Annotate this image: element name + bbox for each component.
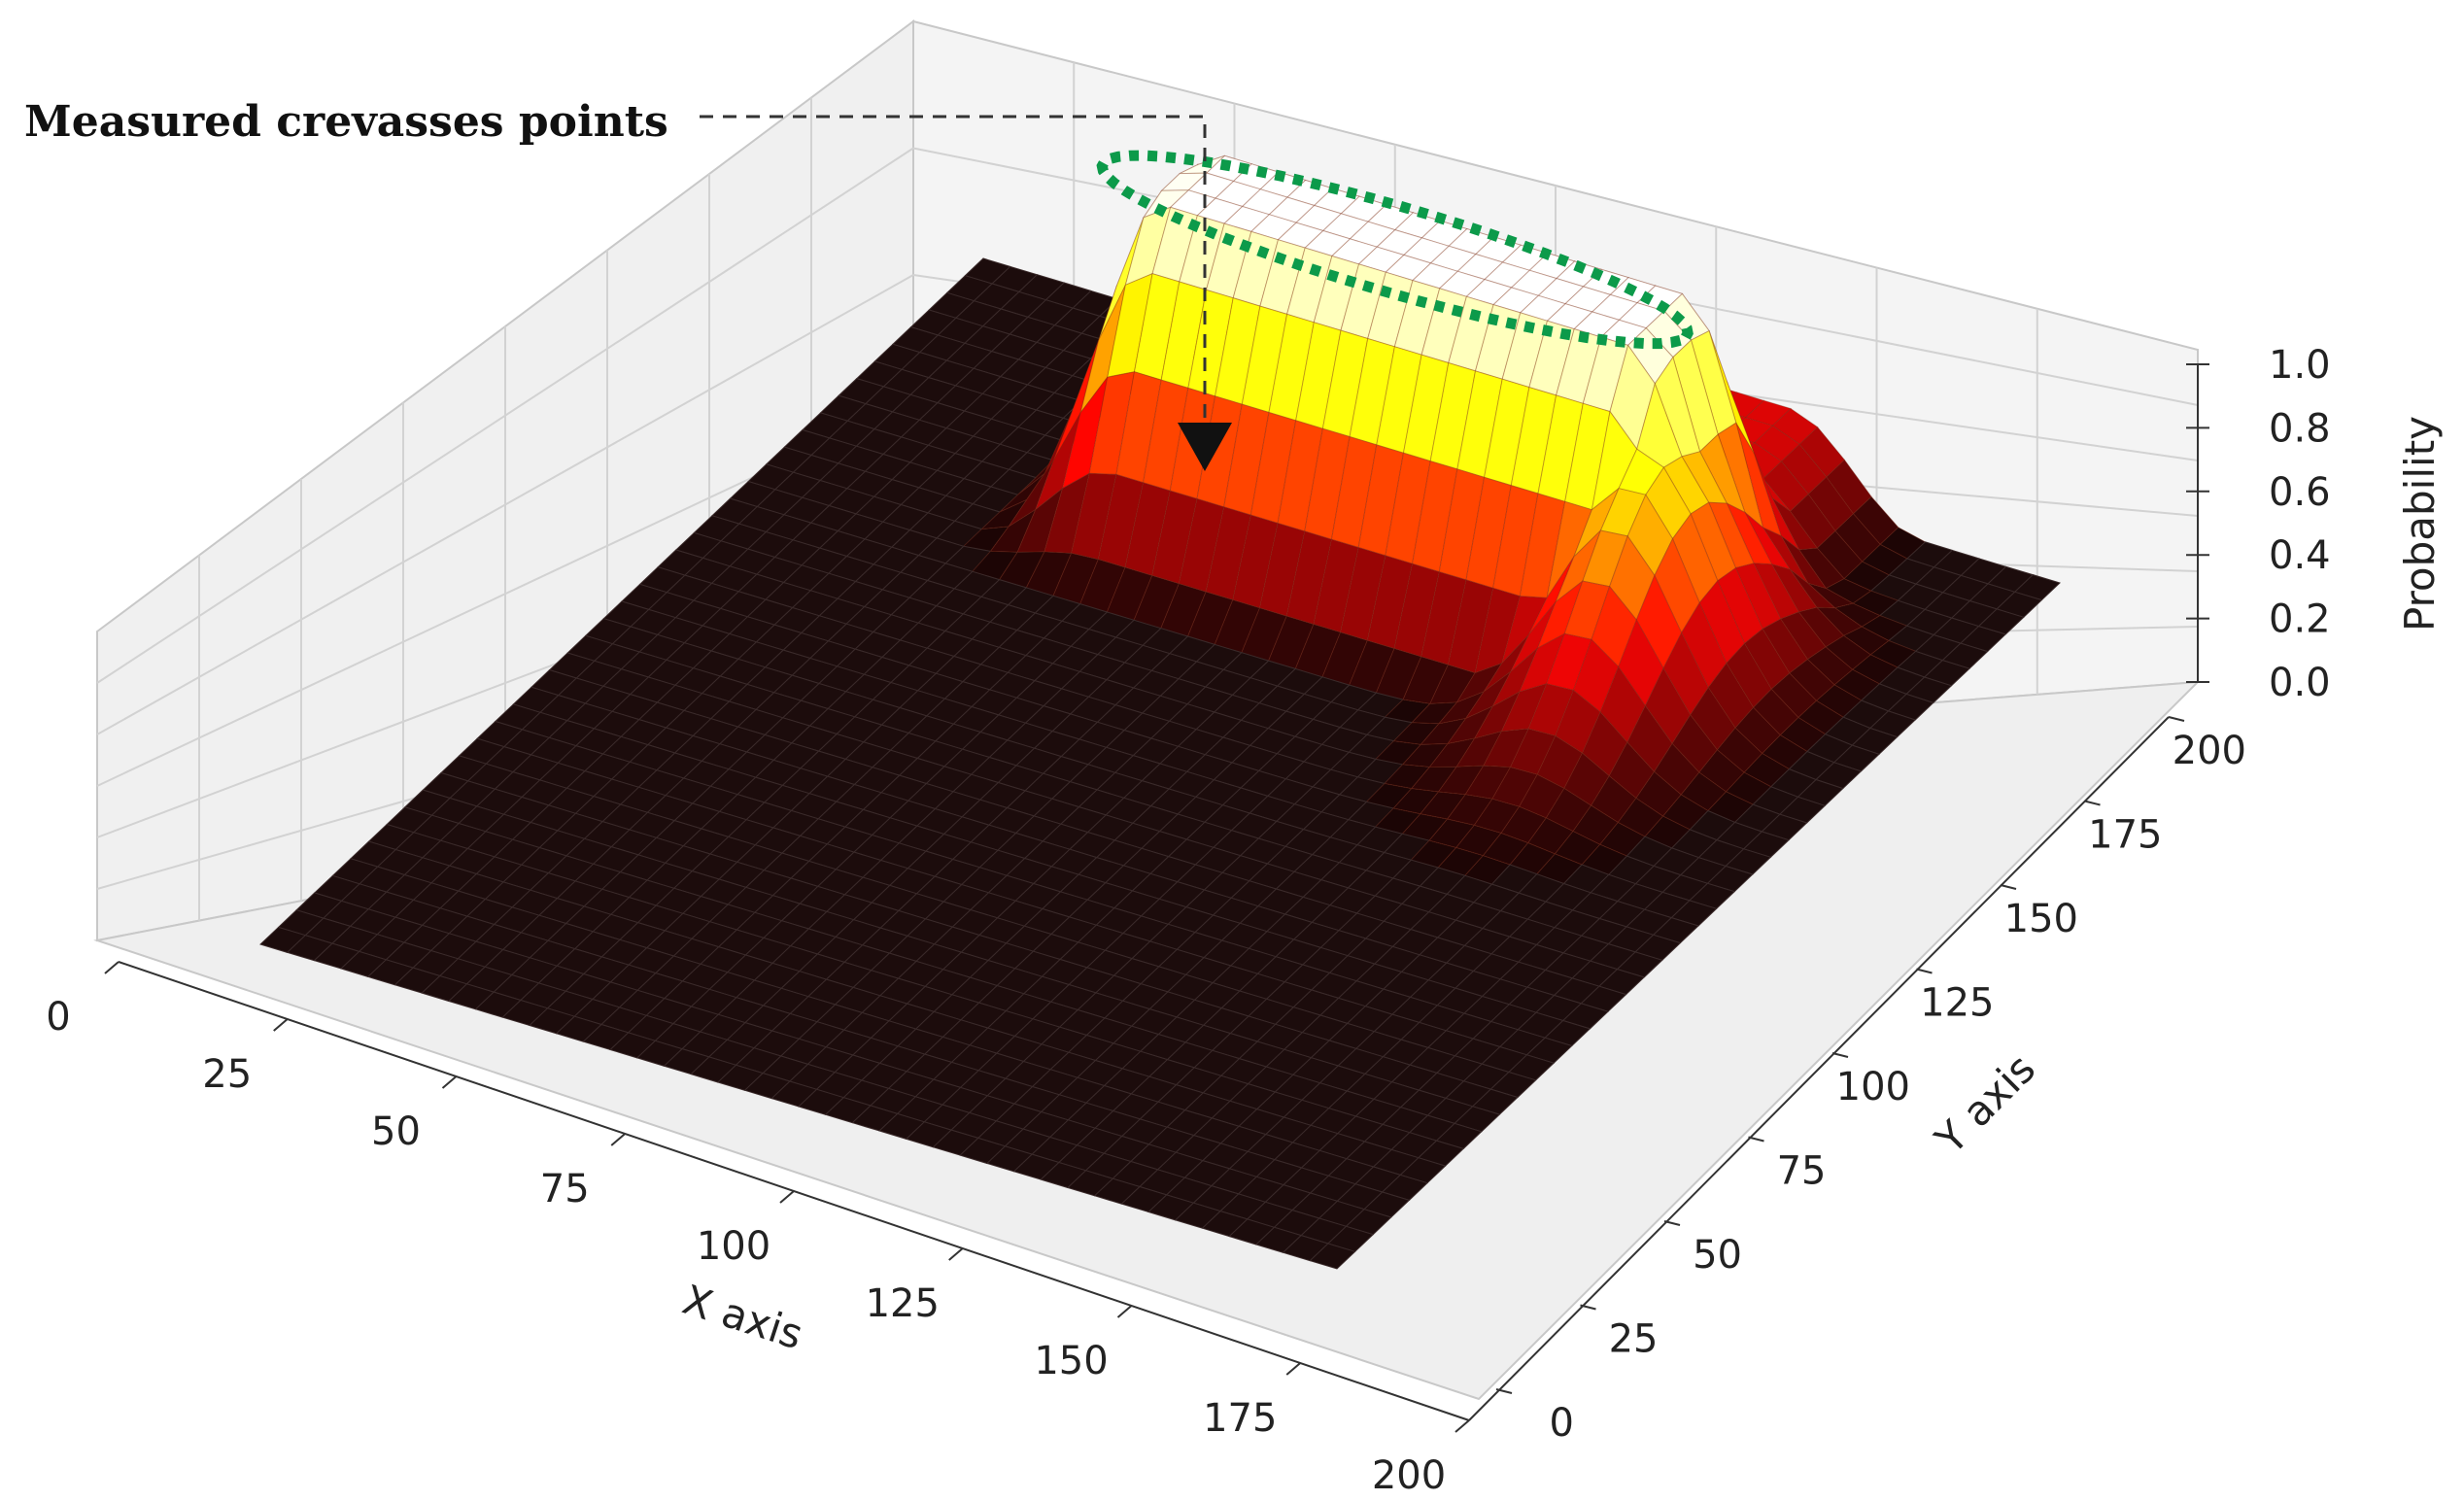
y-tick bbox=[1495, 1388, 1513, 1394]
annotation-leader bbox=[700, 115, 1207, 427]
y-tick-label: 150 bbox=[2004, 897, 2078, 941]
x-tick bbox=[441, 1075, 458, 1089]
y-tick-label: 25 bbox=[1609, 1317, 1659, 1362]
x-axis-title: X axis bbox=[677, 1276, 808, 1359]
x-tick-label: 50 bbox=[371, 1109, 421, 1154]
annotation: Measured crevasses points bbox=[24, 97, 1232, 471]
y-tick bbox=[1663, 1220, 1681, 1226]
z-ticks: 0.0 0.2 0.4 0.6 0.8 1.0 bbox=[2186, 343, 2331, 705]
y-tick-label: 0 bbox=[1550, 1401, 1574, 1446]
x-tick-label: 175 bbox=[1203, 1396, 1277, 1441]
crevasse-highlight bbox=[1096, 150, 1694, 350]
x-tick-label: 25 bbox=[202, 1052, 252, 1097]
x-tick bbox=[104, 961, 120, 974]
annotation-text: Measured crevasses points bbox=[24, 97, 668, 147]
y-tick-label: 75 bbox=[1777, 1149, 1827, 1194]
grid-line bbox=[96, 147, 914, 684]
annotation-arrowhead bbox=[1178, 423, 1232, 471]
x-tick-label: 75 bbox=[540, 1167, 590, 1211]
x-tick-label: 125 bbox=[866, 1281, 940, 1326]
z-tick-label: 0.8 bbox=[2269, 406, 2331, 451]
y-tick-label: 125 bbox=[1920, 981, 1994, 1026]
x-tick-label: 0 bbox=[46, 995, 70, 1040]
x-tick bbox=[1116, 1305, 1133, 1318]
z-tick-label: 0.4 bbox=[2269, 533, 2331, 578]
y-tick bbox=[1580, 1304, 1596, 1311]
surface-patch bbox=[1309, 1243, 1356, 1270]
x-tick bbox=[1285, 1362, 1301, 1376]
y-tick bbox=[2168, 716, 2185, 722]
grid-line bbox=[96, 274, 914, 735]
y-tick bbox=[1748, 1136, 1764, 1143]
x-tick-label: 200 bbox=[1372, 1453, 1446, 1498]
z-tick-label: 0.0 bbox=[2269, 661, 2331, 705]
z-axis-title: Probability bbox=[2396, 416, 2444, 631]
x-ticks: 0 25 50 75 100 125 150 175 200 bbox=[46, 961, 1470, 1498]
x-tick bbox=[779, 1190, 795, 1204]
y-tick bbox=[1916, 968, 1933, 974]
x-tick bbox=[1454, 1419, 1470, 1433]
z-tick-label: 0.6 bbox=[2269, 470, 2331, 515]
y-tick bbox=[1831, 1052, 1849, 1058]
crevasse-outline bbox=[1096, 150, 1694, 350]
z-tick-label: 1.0 bbox=[2269, 343, 2331, 388]
y-tick bbox=[2000, 884, 2017, 890]
x-tick-label: 150 bbox=[1034, 1339, 1108, 1383]
y-tick-label: 200 bbox=[2173, 729, 2246, 773]
y-tick-label: 50 bbox=[1693, 1233, 1742, 1278]
probability-surface bbox=[259, 154, 2061, 1270]
x-tick-label: 100 bbox=[697, 1224, 770, 1269]
z-tick-label: 0.2 bbox=[2269, 597, 2331, 642]
y-tick-label: 100 bbox=[1836, 1065, 1910, 1109]
y-axis-line bbox=[1468, 716, 2170, 1421]
x-tick bbox=[610, 1133, 626, 1146]
y-tick-label: 175 bbox=[2088, 813, 2162, 858]
y-tick bbox=[2084, 800, 2101, 806]
x-tick bbox=[273, 1018, 289, 1032]
y-axis-title: Y axis bbox=[1926, 1044, 2044, 1163]
x-tick bbox=[948, 1247, 964, 1261]
